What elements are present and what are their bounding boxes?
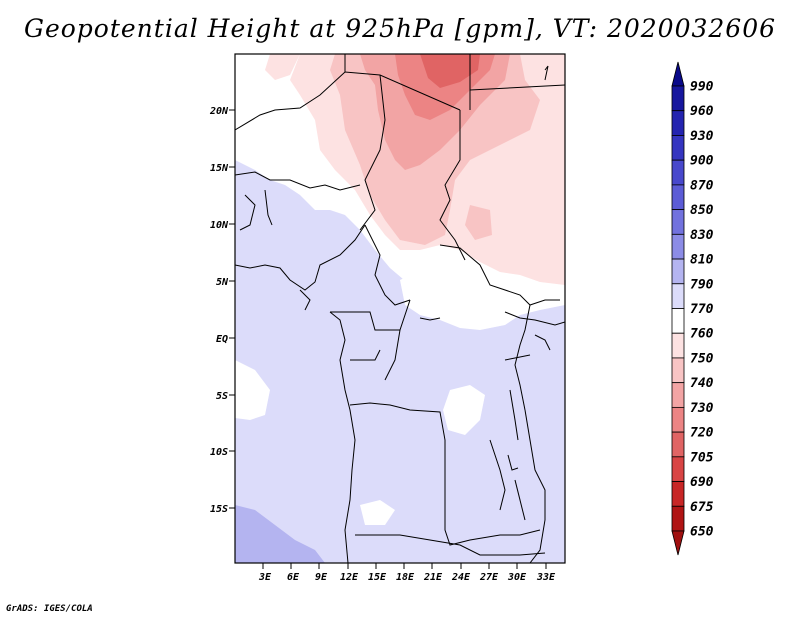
lat-axis: 20N 15N 10N 5N EQ 5S 10S 15S: [209, 106, 235, 515]
colorbar-label: 900: [690, 154, 714, 169]
colorbar-label: 650: [690, 525, 714, 540]
colorbar-box: [671, 283, 685, 309]
lat-label: 5N: [216, 277, 229, 288]
lon-axis: 3E 6E 9E 12E 15E 18E 21E 24E 27E 30E 33E: [258, 563, 556, 583]
lat-label: 15S: [210, 504, 228, 515]
colorbar-box: [671, 184, 685, 211]
lon-label: 24E: [451, 572, 471, 583]
lon-label: 3E: [258, 572, 272, 583]
colorbar-box: [671, 505, 685, 532]
colorbar-label: 960: [690, 104, 714, 119]
colorbar-bottom-arrow: [671, 530, 685, 556]
colorbar-box: [671, 406, 685, 433]
colorbar-label: 810: [690, 253, 714, 268]
lon-label: 33E: [536, 572, 556, 583]
map-field: [235, 54, 565, 563]
lat-label: 5S: [216, 391, 228, 402]
colorbar-label: 675: [690, 500, 714, 515]
colorbar-label: 870: [690, 178, 714, 193]
colorbar-label: 750: [690, 351, 714, 366]
colorbar-box: [671, 159, 685, 186]
colorbar-label: 690: [690, 475, 714, 490]
colorbar-box: [671, 233, 685, 260]
lon-label: 27E: [479, 572, 499, 583]
colorbar-box: [671, 357, 685, 384]
lon-label: 21E: [423, 572, 443, 583]
colorbar-label: 760: [690, 327, 714, 342]
colorbar-box: [671, 135, 685, 161]
colorbar-label: 730: [690, 401, 714, 416]
lat-label: EQ: [216, 334, 228, 345]
lon-label: 12E: [340, 572, 359, 583]
colorbar-label: 830: [690, 228, 714, 243]
colorbar-box: [671, 209, 685, 235]
lat-label: 15N: [210, 163, 229, 174]
lat-label: 20N: [209, 106, 229, 117]
page-title: Geopotential Height at 925hPa [gpm], VT:…: [23, 14, 777, 43]
colorbar-top-arrow: [671, 61, 685, 87]
colorbar-box: [671, 431, 685, 458]
colorbar-label: 720: [690, 426, 714, 441]
lon-label: 6E: [287, 572, 300, 583]
colorbar-box: [671, 85, 685, 112]
colorbar-label: 990: [690, 80, 714, 95]
lon-label: 18E: [396, 572, 415, 583]
lon-label: 15E: [368, 572, 387, 583]
lon-label: 9E: [315, 572, 328, 583]
map-borders: [235, 54, 565, 563]
colorbar-label: 850: [690, 203, 714, 218]
lon-label: 30E: [507, 572, 527, 583]
colorbar-box: [671, 382, 685, 408]
colorbar-box: [671, 481, 685, 507]
colorbar-box: [671, 110, 685, 136]
colorbar-box: [671, 308, 685, 334]
lat-label: 10N: [210, 220, 229, 231]
colorbar-label: 790: [690, 277, 714, 292]
colorbar-box: [671, 456, 685, 482]
colorbar-box: [671, 258, 685, 285]
colorbar-label: 770: [690, 302, 714, 317]
colorbar: 990 960 930 900 870 850 830 810 790 770 760 750 740 7…: [671, 61, 714, 556]
colorbar-label: 705: [690, 450, 714, 465]
colorbar-box: [671, 332, 685, 359]
colorbar-label: 740: [690, 376, 714, 391]
lat-label: 10S: [210, 447, 228, 458]
colorbar-label: 930: [690, 129, 714, 144]
footer-credit: GrADS: IGES/COLA: [6, 604, 93, 614]
map-frame: [234, 53, 566, 564]
